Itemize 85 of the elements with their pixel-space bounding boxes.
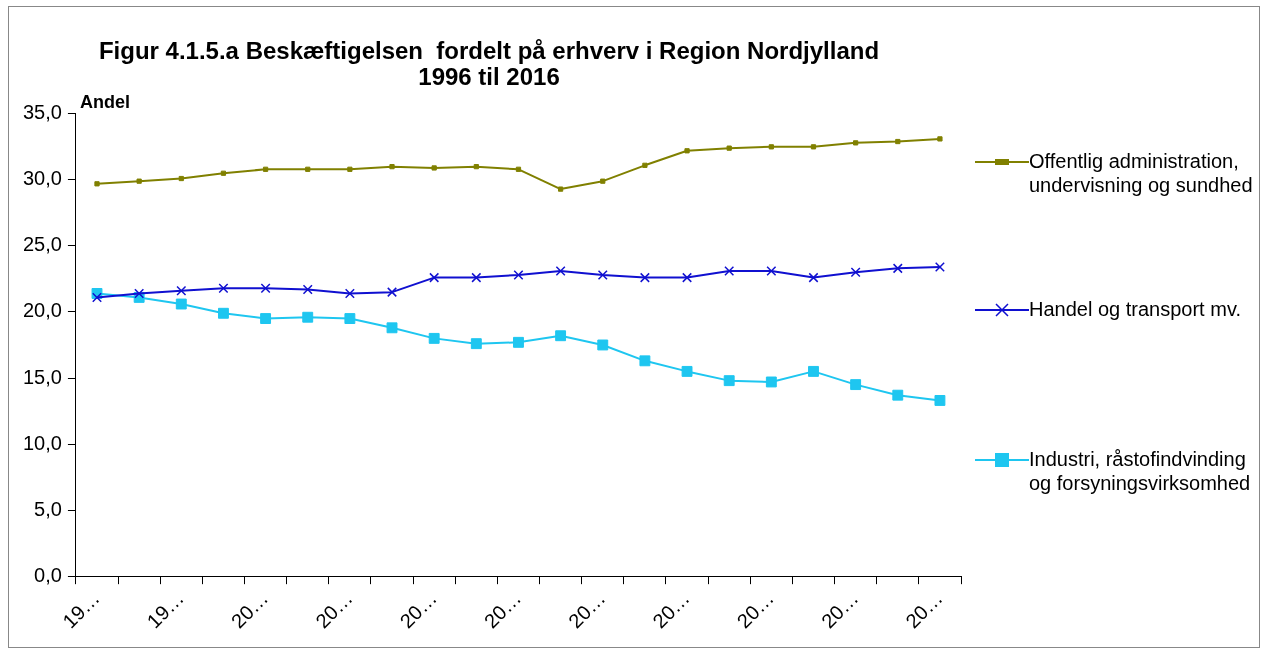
- point: [726, 145, 732, 151]
- point: [723, 375, 735, 387]
- point: [178, 175, 184, 182]
- y-tick-label: 10,0: [22, 431, 62, 454]
- y-axis-title: Andel: [79, 91, 130, 112]
- point: [555, 266, 566, 276]
- point: [850, 267, 861, 278]
- x-tick-label: 20…: [816, 586, 863, 633]
- point: [892, 263, 903, 274]
- point: [94, 181, 100, 187]
- point: [853, 140, 859, 146]
- point: [470, 338, 482, 350]
- point: [642, 162, 648, 168]
- x-tick-label: 20…: [901, 586, 947, 633]
- point: [682, 272, 693, 283]
- point: [389, 164, 395, 170]
- point: [515, 166, 522, 172]
- point: [429, 272, 440, 283]
- x-tick-label: 19…: [142, 586, 189, 633]
- point: [513, 336, 524, 348]
- x-tick-label: 20…: [479, 586, 526, 633]
- point: [134, 288, 145, 299]
- x-tick-label: 20…: [395, 586, 441, 633]
- point: [220, 170, 227, 176]
- point: [513, 269, 524, 280]
- point: [684, 148, 690, 154]
- point: [765, 376, 777, 388]
- chart-title: Figur 4.1.5.a Beskæftigelsen fordelt på erhverv i Region Nordjylland 1996 til 2016: [98, 36, 880, 91]
- point: [810, 144, 817, 150]
- point: [344, 313, 356, 325]
- legend-label: Industri, råstofindvinding og forsyningsvirksomhed: [1029, 447, 1252, 495]
- point: [260, 313, 272, 325]
- point: [386, 322, 398, 334]
- point: [217, 307, 229, 319]
- point: [639, 355, 651, 367]
- point: [431, 165, 437, 171]
- point: [347, 166, 353, 172]
- point: [557, 186, 564, 192]
- point: [597, 269, 608, 280]
- point: [218, 283, 229, 294]
- x-tick-label: 20…: [564, 586, 610, 633]
- y-tick-label: 35,0: [22, 101, 62, 124]
- legend-label: Handel og transport mv.: [1029, 297, 1242, 321]
- point: [136, 178, 142, 184]
- point: [597, 339, 609, 351]
- point: [555, 330, 567, 342]
- point: [473, 164, 479, 170]
- y-tick-label: 5,0: [34, 497, 62, 520]
- point: [92, 292, 102, 303]
- point: [934, 395, 946, 406]
- point: [892, 389, 904, 401]
- point: [262, 166, 269, 172]
- point: [724, 266, 735, 276]
- x-tick-label: 20…: [311, 586, 357, 633]
- point: [302, 284, 313, 295]
- point: [937, 136, 943, 142]
- x-tick-label: 20…: [226, 586, 273, 633]
- y-tick-label: 25,0: [22, 233, 62, 256]
- point: [895, 138, 901, 145]
- x-tick-label: 19…: [58, 586, 104, 633]
- point: [850, 379, 862, 391]
- point: [768, 144, 774, 150]
- y-tick-label: 0,0: [34, 563, 62, 586]
- point: [344, 288, 355, 299]
- x-tick-label: 20…: [648, 586, 694, 633]
- point: [176, 285, 187, 296]
- x-tick-label: 20…: [732, 586, 779, 633]
- point: [639, 272, 650, 283]
- point: [681, 365, 693, 377]
- point: [302, 311, 314, 323]
- point: [387, 287, 398, 298]
- point: [808, 272, 819, 283]
- point: [471, 272, 482, 283]
- point: [808, 365, 819, 377]
- y-tick-label: 30,0: [22, 167, 62, 190]
- point: [934, 262, 945, 273]
- point: [600, 178, 606, 184]
- point: [305, 166, 311, 172]
- point: [175, 298, 187, 310]
- legend-label: Offentlig administration, undervisning og sundhed: [1029, 149, 1254, 197]
- point: [260, 283, 271, 294]
- point: [766, 266, 777, 276]
- point: [428, 332, 440, 344]
- y-tick-label: 20,0: [22, 299, 62, 322]
- y-tick-label: 15,0: [22, 365, 62, 388]
